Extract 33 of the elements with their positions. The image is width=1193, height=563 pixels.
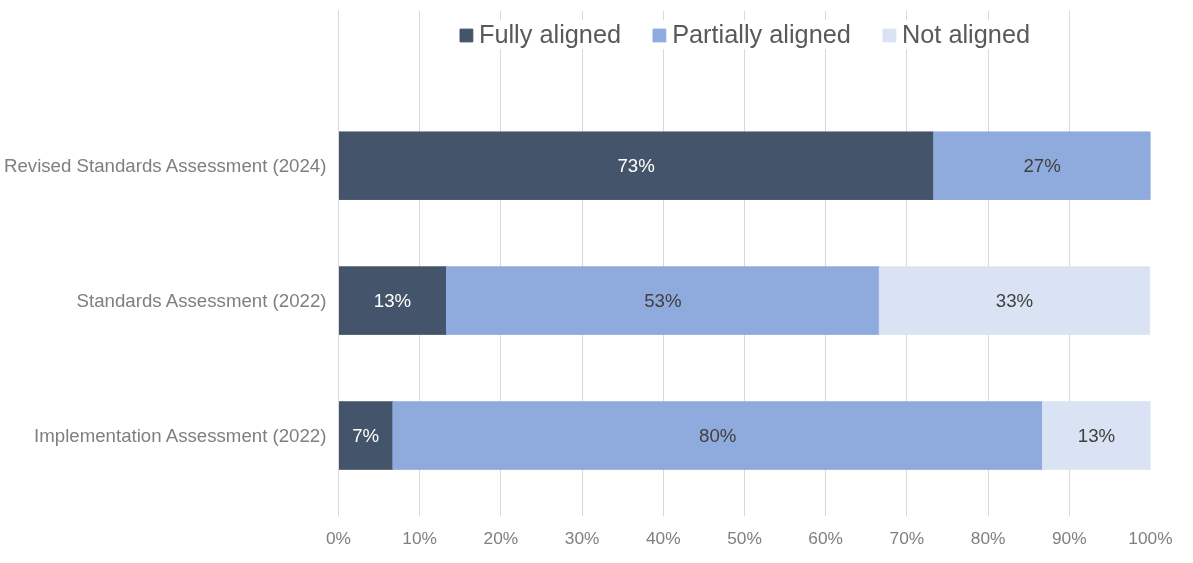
data-label: 73% <box>617 155 655 177</box>
data-label: 13% <box>373 290 412 312</box>
x-tick-label: 60% <box>808 527 844 548</box>
bar <box>392 401 1043 470</box>
x-tick-label: 40% <box>645 527 681 548</box>
x-tick-label: 30% <box>564 527 600 548</box>
x-tick-label: 100% <box>1128 527 1173 548</box>
bar <box>338 266 447 335</box>
x-tick-label: 0% <box>325 527 352 548</box>
data-label: 33% <box>995 290 1034 312</box>
data-label: 53% <box>644 290 682 312</box>
data-label: 7% <box>352 425 380 447</box>
data-label: 27% <box>1023 155 1061 177</box>
x-tick-label: 80% <box>970 527 1006 548</box>
y-tick-label: Standards Assessment (2022) <box>76 290 327 312</box>
x-tick-label: 20% <box>483 527 519 548</box>
data-label: 13% <box>1077 425 1116 447</box>
y-tick-label: Implementation Assessment (2022) <box>34 425 327 447</box>
legend-label: Partially aligned <box>672 20 851 49</box>
bar <box>338 401 394 470</box>
bar <box>933 131 1151 200</box>
y-tick-label: Revised Standards Assessment (2024) <box>3 155 327 177</box>
bar <box>878 266 1151 335</box>
x-tick-label: 10% <box>402 527 438 548</box>
data-label: 80% <box>699 425 737 447</box>
x-tick-label: 70% <box>889 527 925 548</box>
legend-label: Fully aligned <box>478 20 622 49</box>
x-tick-label: 90% <box>1051 527 1087 548</box>
legend-label: Not aligned <box>901 20 1031 49</box>
bar <box>446 266 880 335</box>
bar <box>1042 401 1151 470</box>
bar <box>338 131 935 200</box>
x-tick-label: 50% <box>727 527 762 548</box>
